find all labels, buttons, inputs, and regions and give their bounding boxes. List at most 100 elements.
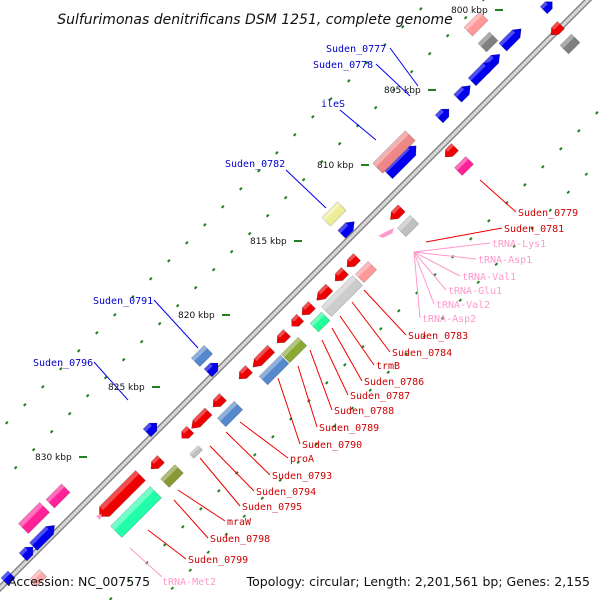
gene-label[interactable]: ileS [321, 99, 345, 110]
gene-label[interactable]: Suden_0779 [518, 208, 578, 219]
gene-feature[interactable] [332, 267, 349, 285]
gene-label[interactable]: Suden_0798 [210, 534, 270, 545]
gene-feature[interactable] [110, 486, 162, 538]
gene-label[interactable]: Suden_0796 [33, 358, 93, 369]
tick-dot [577, 129, 581, 133]
gene-label[interactable]: Suden_0799 [188, 555, 248, 566]
tick-dot [139, 339, 144, 344]
gene-feature[interactable] [0, 570, 16, 586]
gene-feature[interactable] [190, 344, 214, 368]
tick-dot [260, 496, 265, 501]
gene-feature[interactable] [372, 130, 416, 174]
gene-feature[interactable] [498, 25, 525, 52]
tick-dot [476, 280, 481, 285]
gene-feature[interactable] [288, 313, 305, 330]
gene-feature[interactable] [442, 143, 459, 161]
trna-feature[interactable] [96, 514, 102, 520]
tick-dot [85, 393, 90, 398]
gene-feature[interactable] [463, 11, 489, 37]
gene-feature[interactable] [453, 82, 475, 103]
gene-feature[interactable] [189, 445, 203, 459]
gene-label[interactable]: proA [290, 454, 314, 465]
gene-label[interactable]: Suden_0777 [326, 44, 386, 55]
labels-upper[interactable]: Suden_0777 Suden_0778 ileS Suden_0782 Suden_… [33, 44, 386, 369]
gene-feature[interactable] [467, 58, 496, 87]
gene-label[interactable]: Suden_0795 [242, 502, 302, 513]
gene-feature[interactable] [477, 31, 499, 53]
gene-feature[interactable] [142, 419, 161, 438]
gene-feature[interactable] [396, 214, 420, 238]
gene-feature[interactable] [236, 365, 253, 383]
gene-feature[interactable] [210, 393, 227, 411]
tick-dot [422, 334, 427, 339]
trna-label[interactable]: tRNA-Val1 [462, 272, 516, 283]
gene-label[interactable]: Suden_0782 [225, 159, 285, 170]
labels-trna[interactable]: tRNA-Lys1 tRNA-Asp1 tRNA-Val1 tRNA-Glu1 tRNA… [162, 239, 546, 588]
gene-label[interactable]: Suden_0794 [256, 487, 316, 498]
gene-feature[interactable] [337, 218, 359, 239]
gene-feature[interactable] [216, 400, 244, 428]
gene-feature[interactable] [18, 543, 37, 562]
gene-feature[interactable] [548, 21, 565, 39]
gene-feature[interactable] [559, 33, 581, 55]
tick-dot [343, 363, 347, 367]
kbp-label: 815 kbp [250, 237, 287, 247]
gene-feature[interactable] [29, 569, 47, 587]
gene-feature[interactable] [321, 201, 347, 227]
gene-label[interactable]: Suden_0778 [313, 60, 373, 71]
gene-feature[interactable] [18, 502, 50, 534]
gene-feature[interactable] [454, 156, 474, 176]
gene-label[interactable]: Suden_0789 [319, 423, 379, 434]
trna-label[interactable]: tRNA-Val2 [436, 300, 490, 311]
tick-dot [121, 357, 126, 362]
tick-dot [41, 385, 45, 389]
gene-feature[interactable] [160, 464, 184, 488]
labels-lower[interactable]: Suden_0779 Suden_0781 Suden_0783 Suden_0784… [188, 208, 578, 566]
gene-label[interactable]: Suden_0788 [334, 406, 394, 417]
gene-feature[interactable] [274, 329, 291, 347]
gene-feature[interactable] [203, 359, 222, 378]
trna-label[interactable]: tRNA-Met2 [162, 577, 216, 588]
trna-label[interactable]: tRNA-Asp2 [422, 314, 476, 325]
gene-label[interactable]: Suden_0793 [272, 471, 332, 482]
gene-feature[interactable] [178, 425, 195, 442]
gene-feature[interactable] [280, 336, 308, 364]
gene-label[interactable]: mraW [227, 517, 252, 528]
tick-dot [211, 267, 216, 272]
tick-dot [206, 550, 211, 555]
gene-feature[interactable] [321, 275, 363, 317]
gene-label[interactable]: Suden_0783 [408, 331, 468, 342]
tick-dot [419, 7, 423, 11]
trna-label[interactable]: tRNA-Lys1 [492, 239, 546, 250]
gene-feature[interactable] [258, 354, 290, 386]
gene-feature[interactable] [309, 311, 331, 333]
tick-dot [409, 69, 414, 74]
tick-dot [253, 453, 257, 457]
trna-label[interactable]: tRNA-Asp1 [478, 255, 532, 266]
gene-label[interactable]: Suden_0791 [93, 296, 153, 307]
gene-feature[interactable] [354, 260, 378, 284]
tick-dot [595, 111, 599, 115]
gene-label[interactable]: Suden_0790 [302, 440, 362, 451]
gene-feature[interactable] [539, 0, 556, 15]
gene-feature[interactable] [45, 483, 71, 509]
gene-label[interactable]: Suden_0786 [364, 377, 424, 388]
gene-feature[interactable] [434, 105, 453, 124]
gene-feature[interactable] [29, 522, 59, 551]
gene-feature[interactable] [188, 407, 213, 432]
gene-label[interactable]: trmB [376, 361, 400, 372]
gene-feature[interactable] [313, 283, 334, 304]
gene-feature[interactable] [387, 204, 406, 223]
gene-label[interactable]: Suden_0784 [392, 348, 452, 359]
gene-feature[interactable] [344, 253, 361, 271]
trna-feature[interactable] [386, 228, 394, 234]
tick-dot [445, 33, 450, 38]
gene-feature[interactable] [148, 455, 165, 473]
gene-feature[interactable] [249, 344, 276, 370]
gene-feature[interactable] [95, 470, 146, 522]
gene-feature[interactable] [299, 301, 316, 319]
gene-label[interactable]: Suden_0781 [504, 224, 564, 235]
gene-label[interactable]: Suden_0787 [350, 391, 410, 402]
trna-label[interactable]: tRNA-Glu1 [448, 286, 502, 297]
